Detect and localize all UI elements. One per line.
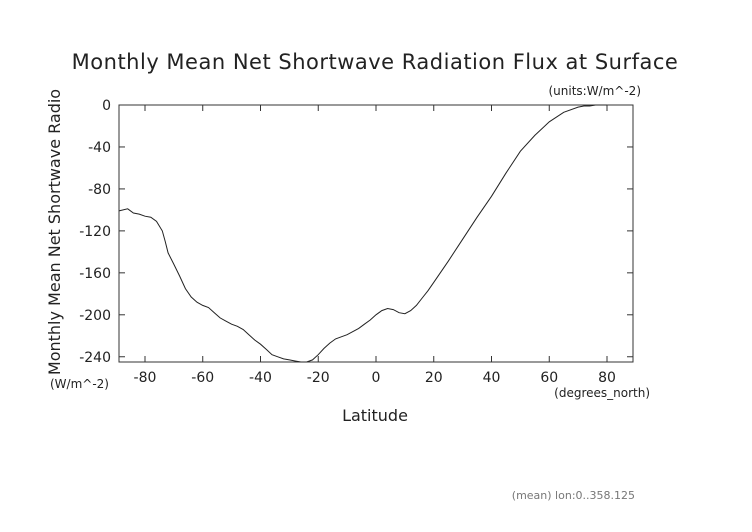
x-tick-label: 60	[540, 370, 558, 386]
y-axis: 0 -40 -80 -120 -160 -200 -240	[79, 98, 633, 366]
y-axis-label: Monthly Mean Net Shortwave Radio	[45, 89, 64, 375]
x-tick-label: -60	[191, 370, 214, 386]
series-line	[118, 104, 607, 363]
x-axis-units: (degrees_north)	[554, 386, 650, 400]
x-tick-label: 80	[598, 370, 616, 386]
y-tick-label: 0	[102, 98, 111, 114]
y-tick-label: -80	[88, 182, 111, 198]
x-tick-label: -80	[134, 370, 157, 386]
x-tick-label: 0	[372, 370, 381, 386]
x-tick-label: -20	[307, 370, 330, 386]
x-tick-label: -40	[249, 370, 272, 386]
y-tick-label: -200	[79, 308, 111, 324]
x-axis-label: Latitude	[342, 406, 408, 425]
plot-frame	[118, 104, 634, 363]
y-tick-label: -120	[79, 224, 111, 240]
y-tick-label: -160	[79, 266, 111, 282]
footnote: (mean) lon:0..358.125	[512, 489, 635, 502]
x-axis: -80 -60 -40 -20 0 20 40 60 80	[134, 105, 616, 386]
y-tick-label: -40	[88, 140, 111, 156]
chart-title: Monthly Mean Net Shortwave Radiation Flu…	[72, 50, 679, 74]
y-tick-label: -240	[79, 350, 111, 366]
units-note: (units:W/m^-2)	[548, 84, 641, 98]
y-axis-units: (W/m^-2)	[50, 377, 109, 391]
x-tick-label: 40	[483, 370, 501, 386]
x-tick-label: 20	[425, 370, 443, 386]
